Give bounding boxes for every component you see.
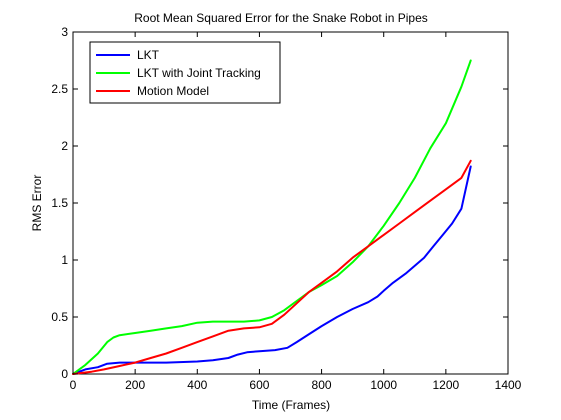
x-tick-label: 0 <box>70 378 77 392</box>
x-tick-label: 400 <box>187 378 207 392</box>
x-tick-label: 600 <box>249 378 269 392</box>
x-axis-label: Time (Frames) <box>252 398 330 412</box>
legend: LKT LKT with Joint Tracking Motion Model <box>90 42 280 103</box>
chart-title: Root Mean Squared Error for the Snake Ro… <box>134 11 428 25</box>
y-tick-label: 0 <box>61 367 68 381</box>
y-tick-label: 2.5 <box>51 82 68 96</box>
x-tick-label: 1000 <box>370 378 397 392</box>
x-tick-label: 200 <box>125 378 145 392</box>
y-tick-label: 3 <box>61 25 68 39</box>
y-tick-label: 2 <box>61 139 68 153</box>
legend-label-2: LKT with Joint Tracking <box>137 66 261 80</box>
legend-label-3: Motion Model <box>137 84 209 98</box>
y-tick-label: 1.5 <box>51 196 68 210</box>
x-tick-label: 800 <box>312 378 332 392</box>
y-axis-label: RMS Error <box>30 175 44 232</box>
legend-label-1: LKT <box>137 48 160 62</box>
x-tick-label: 1400 <box>495 378 522 392</box>
y-tick-label: 0.5 <box>51 310 68 324</box>
x-tick-label: 1200 <box>433 378 460 392</box>
y-tick-label: 1 <box>61 253 68 267</box>
